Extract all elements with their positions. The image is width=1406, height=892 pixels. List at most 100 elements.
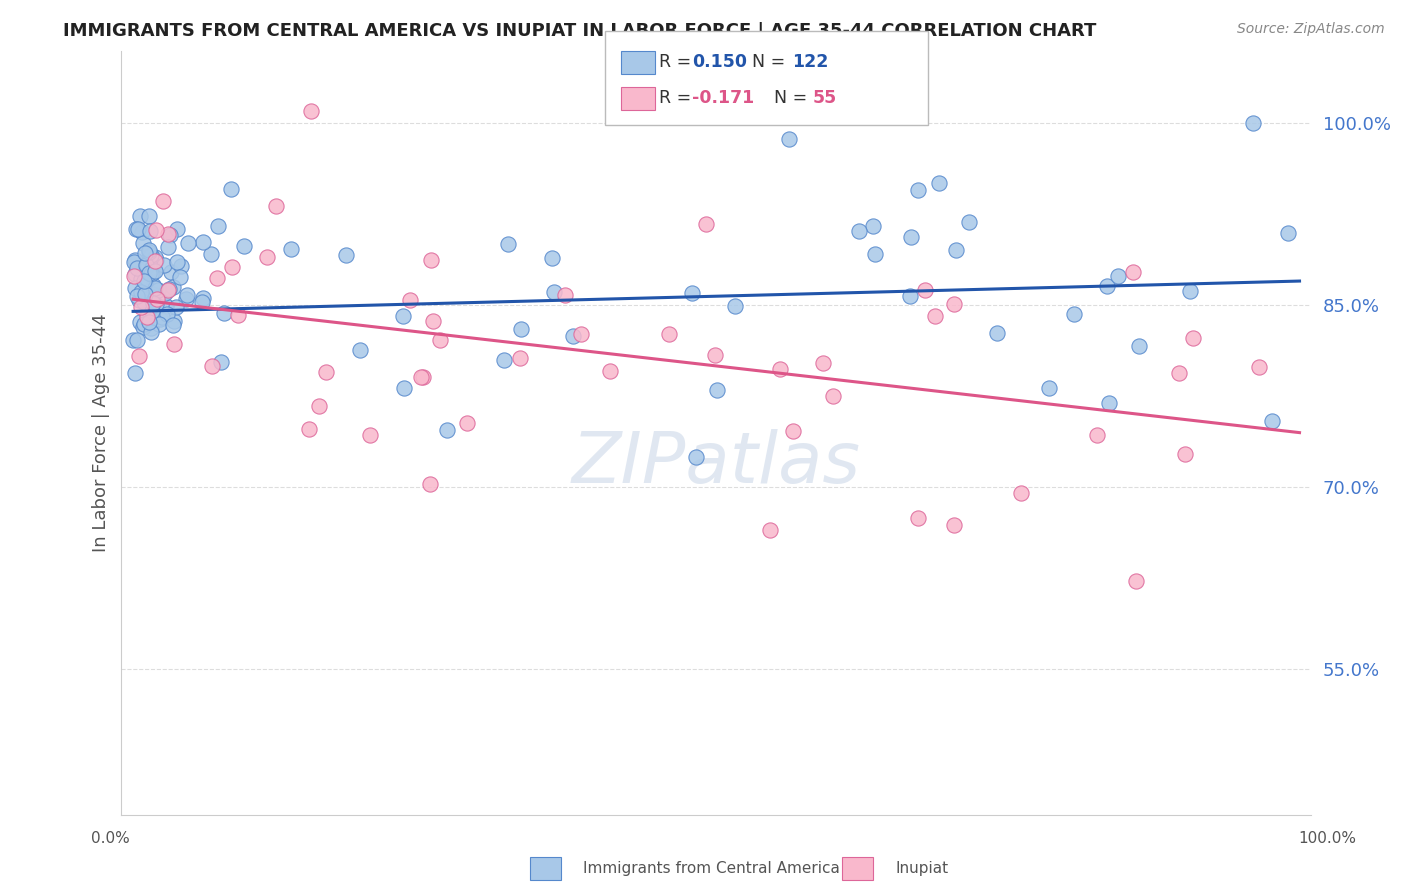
- Point: [162, 280, 184, 294]
- Point: [1168, 366, 1191, 380]
- Point: [128, 349, 150, 363]
- Point: [143, 264, 166, 278]
- Point: [155, 299, 177, 313]
- Point: [142, 265, 165, 279]
- Point: [129, 272, 152, 286]
- Point: [554, 287, 576, 301]
- Point: [264, 199, 287, 213]
- Text: R =: R =: [659, 54, 697, 71]
- Text: IMMIGRANTS FROM CENTRAL AMERICA VS INUPIAT IN LABOR FORCE | AGE 35-44 CORRELATIO: IMMIGRANTS FROM CENTRAL AMERICA VS INUPI…: [63, 22, 1097, 40]
- Point: [219, 182, 242, 196]
- Point: [412, 370, 434, 384]
- Point: [509, 351, 531, 365]
- Text: 100.0%: 100.0%: [1299, 831, 1357, 846]
- Point: [138, 243, 160, 257]
- Point: [986, 326, 1008, 341]
- Point: [128, 293, 150, 308]
- Point: [907, 511, 929, 525]
- Point: [865, 247, 887, 261]
- Point: [152, 310, 174, 325]
- Point: [1128, 339, 1150, 353]
- Point: [138, 209, 160, 223]
- Point: [436, 423, 458, 437]
- Text: 122: 122: [792, 54, 828, 71]
- Point: [132, 294, 155, 309]
- Point: [456, 416, 478, 430]
- Point: [205, 271, 228, 285]
- Point: [233, 238, 256, 252]
- Point: [569, 327, 592, 342]
- Point: [156, 240, 179, 254]
- Point: [138, 315, 160, 329]
- Point: [124, 267, 146, 281]
- Point: [124, 252, 146, 267]
- Point: [392, 381, 415, 395]
- Point: [419, 476, 441, 491]
- Point: [706, 383, 728, 397]
- Point: [1249, 360, 1271, 375]
- Text: 0.0%: 0.0%: [91, 831, 131, 846]
- Point: [1122, 265, 1144, 279]
- Point: [201, 359, 224, 374]
- Point: [145, 297, 167, 311]
- Point: [823, 389, 845, 403]
- Point: [157, 227, 180, 241]
- Point: [811, 356, 834, 370]
- Text: Source: ZipAtlas.com: Source: ZipAtlas.com: [1237, 22, 1385, 37]
- Point: [135, 273, 157, 287]
- Point: [769, 362, 792, 376]
- Point: [212, 306, 235, 320]
- Point: [165, 301, 187, 315]
- Point: [429, 333, 451, 347]
- Point: [143, 254, 166, 268]
- Point: [280, 242, 302, 256]
- Point: [298, 422, 321, 436]
- Point: [166, 222, 188, 236]
- Point: [391, 309, 413, 323]
- Text: -0.171: -0.171: [692, 89, 754, 107]
- Point: [152, 194, 174, 208]
- Point: [163, 336, 186, 351]
- Point: [146, 283, 169, 297]
- Point: [561, 328, 583, 343]
- Point: [191, 294, 214, 309]
- Point: [139, 321, 162, 335]
- Point: [159, 227, 181, 242]
- Point: [907, 183, 929, 197]
- Point: [122, 255, 145, 269]
- Point: [132, 292, 155, 306]
- Point: [335, 248, 357, 262]
- Point: [141, 261, 163, 276]
- Point: [127, 289, 149, 303]
- Point: [359, 427, 381, 442]
- Point: [681, 286, 703, 301]
- Point: [942, 518, 965, 533]
- Point: [724, 299, 747, 313]
- Point: [898, 289, 921, 303]
- Point: [162, 318, 184, 332]
- Point: [143, 281, 166, 295]
- Point: [685, 450, 707, 464]
- Point: [122, 333, 145, 347]
- Point: [411, 370, 433, 384]
- Point: [132, 317, 155, 331]
- Point: [128, 315, 150, 329]
- Point: [159, 265, 181, 279]
- Point: [138, 244, 160, 259]
- Point: [540, 251, 562, 265]
- Point: [759, 523, 782, 537]
- Point: [957, 215, 980, 229]
- Point: [914, 283, 936, 297]
- Point: [148, 317, 170, 331]
- Point: [169, 269, 191, 284]
- Point: [945, 243, 967, 257]
- Point: [134, 246, 156, 260]
- Point: [166, 255, 188, 269]
- Point: [900, 229, 922, 244]
- Point: [127, 261, 149, 276]
- Point: [132, 236, 155, 251]
- Point: [862, 219, 884, 234]
- Point: [1098, 396, 1121, 410]
- Point: [422, 314, 444, 328]
- Point: [207, 219, 229, 233]
